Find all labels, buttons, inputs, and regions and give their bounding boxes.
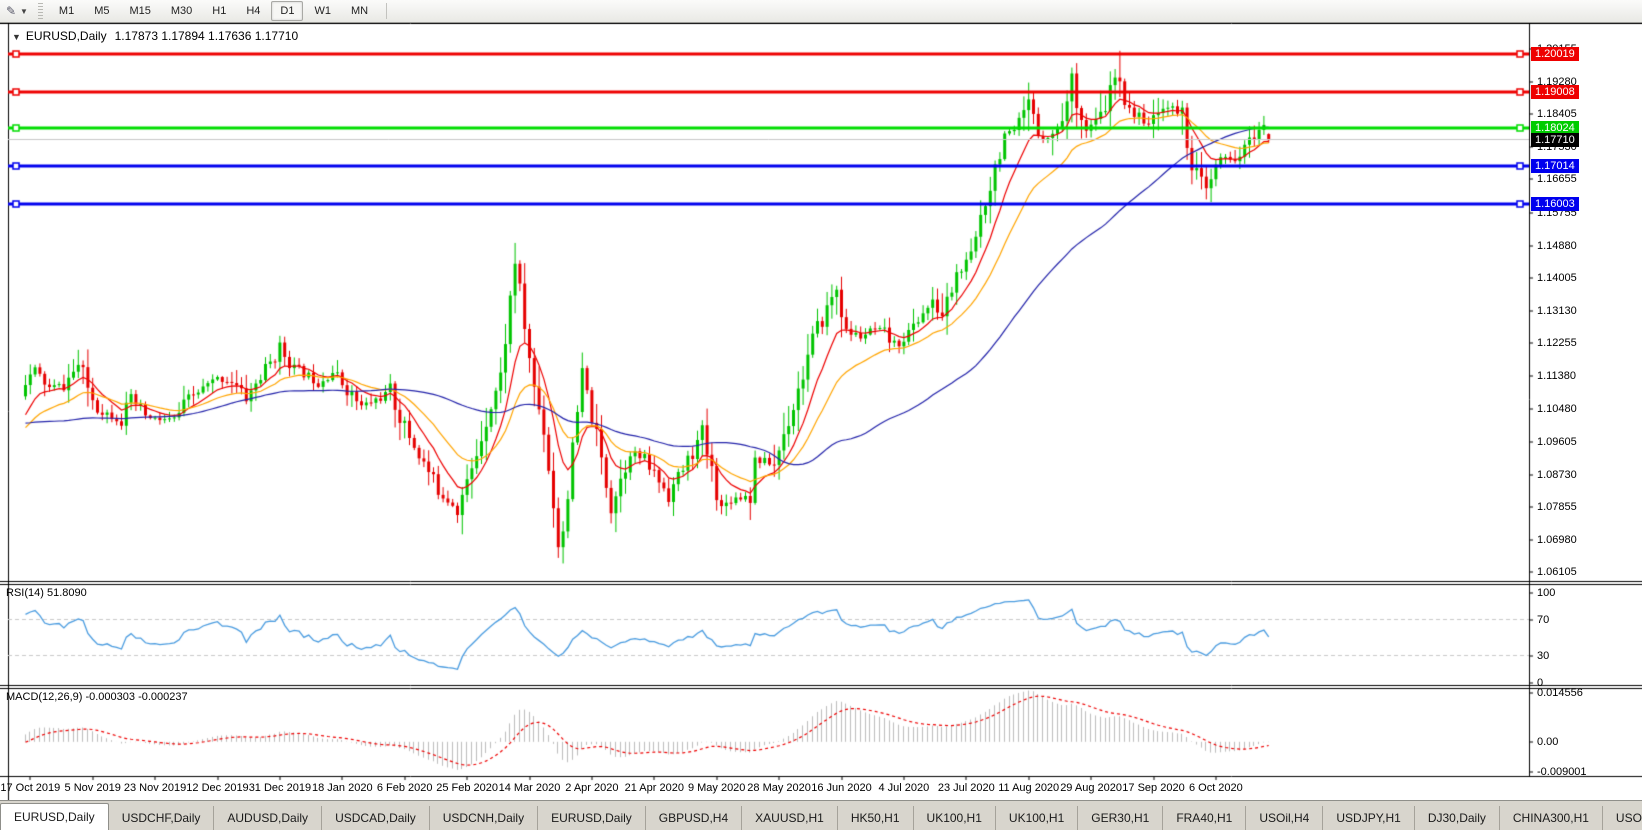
macd-tick-label: -0.009001 bbox=[1537, 766, 1587, 779]
chart-tab-audusd-daily[interactable]: AUDUSD,Daily bbox=[214, 806, 323, 830]
timeframe-button-group: M1 M5 M15 M30 H1 H4 D1 W1 MN bbox=[49, 1, 378, 21]
date-tick-label: 6 Feb 2020 bbox=[376, 782, 433, 794]
price-tick-label: 1.13130 bbox=[1537, 304, 1577, 317]
chart-tab-uk100-h1[interactable]: UK100,H1 bbox=[995, 806, 1079, 830]
toolbar: ✎ ▼ M1 M5 M15 M30 H1 H4 D1 W1 MN bbox=[0, 0, 1642, 23]
price-tick-label: 1.18405 bbox=[1537, 108, 1577, 121]
chart-tab-usdchf-daily[interactable]: USDCHF,Daily bbox=[108, 806, 215, 830]
date-tick-label: 14 Mar 2020 bbox=[498, 782, 561, 794]
timeframe-button-m15[interactable]: M15 bbox=[129, 5, 151, 17]
chart-tab-usdjpy-h1[interactable]: USDJPY,H1 bbox=[1323, 806, 1415, 830]
toolbar-grip-handle[interactable] bbox=[37, 3, 43, 19]
timeframe-button-d1[interactable]: D1 bbox=[271, 1, 304, 21]
price-level-badge: 1.17014 bbox=[1531, 159, 1579, 174]
price-tick-label: 1.06105 bbox=[1537, 566, 1577, 579]
chart-tab-fra40-h1[interactable]: FRA40,H1 bbox=[1163, 806, 1247, 830]
timeframe-button-m5[interactable]: M5 bbox=[94, 5, 110, 17]
chart-tab-xauusd-h1[interactable]: XAUUSD,H1 bbox=[742, 806, 838, 830]
date-tick-label: 21 Apr 2020 bbox=[624, 782, 684, 794]
price-tick-label: 1.14880 bbox=[1537, 239, 1577, 252]
rsi-indicator-label: RSI(14) 51.8090 bbox=[6, 587, 87, 599]
chart-symbol-label: EURUSD,Daily bbox=[25, 29, 107, 43]
rsi-tick-label: 100 bbox=[1537, 587, 1556, 599]
date-tick-label: 4 Jul 2020 bbox=[878, 782, 930, 794]
chart-tab-usdcnh-daily[interactable]: USDCNH,Daily bbox=[429, 806, 539, 830]
date-tick-label: 28 May 2020 bbox=[747, 782, 811, 794]
timeframe-button-m1[interactable]: M1 bbox=[58, 5, 75, 17]
rsi-tick-label: 0 bbox=[1537, 677, 1544, 689]
chart-tab-dj30-daily[interactable]: DJ30,Daily bbox=[1414, 806, 1500, 830]
date-tick-label: 16 Jun 2020 bbox=[811, 782, 872, 794]
tool-dropdown-icon[interactable]: ▼ bbox=[20, 6, 28, 16]
date-tick-label: 23 Jul 2020 bbox=[937, 782, 995, 794]
date-tick-label: 9 May 2020 bbox=[687, 782, 746, 794]
toolbar-divider bbox=[386, 3, 388, 19]
price-tick-label: 1.14005 bbox=[1537, 272, 1577, 285]
timeframe-button-m30[interactable]: M30 bbox=[170, 5, 193, 17]
timeframe-button-mn[interactable]: MN bbox=[350, 5, 369, 17]
chart-tab-china300-h1[interactable]: CHINA300,H1 bbox=[1499, 806, 1603, 830]
timeframe-button-h4[interactable]: H4 bbox=[246, 5, 261, 17]
date-tick-label: 23 Nov 2019 bbox=[123, 782, 187, 794]
price-level-badge: 1.20019 bbox=[1531, 47, 1579, 62]
chart-tabs: EURUSD,Daily USDCHF,Daily AUDUSD,Daily USDC… bbox=[0, 803, 1642, 830]
chart-tab-hk50-h1[interactable]: HK50,H1 bbox=[837, 806, 914, 830]
date-tick-label: 5 Nov 2019 bbox=[64, 782, 121, 794]
draw-tool-icon[interactable]: ✎ bbox=[5, 4, 17, 18]
price-level-badge: 1.18024 bbox=[1531, 121, 1579, 136]
date-tick-label: 17 Sep 2020 bbox=[1122, 782, 1185, 794]
price-level-badge: 1.16003 bbox=[1531, 196, 1579, 211]
price-tick-label: 1.11380 bbox=[1537, 369, 1576, 382]
date-tick-label: 25 Feb 2020 bbox=[436, 782, 498, 794]
date-tick-label: 31 Dec 2019 bbox=[248, 782, 312, 794]
chart-title: ▼ EURUSD,Daily 1.17873 1.17894 1.17636 1.1… bbox=[12, 29, 298, 43]
chart-tab-usdcad-daily[interactable]: USDCAD,Daily bbox=[322, 806, 430, 830]
date-tick-label: 11 Aug 2020 bbox=[998, 782, 1060, 794]
price-level-badge: 1.17710 bbox=[1531, 133, 1579, 148]
chart-tab-usoil-h1[interactable]: USOil,H1 bbox=[1602, 806, 1642, 830]
date-tick-label: 18 Jan 2020 bbox=[312, 782, 373, 794]
price-chart-canvas[interactable] bbox=[0, 23, 1642, 800]
chart-tab-gbpusd-h4[interactable]: GBPUSD,H4 bbox=[645, 806, 743, 830]
chart-tab-usoil-h4[interactable]: USOil,H4 bbox=[1246, 806, 1324, 830]
price-tick-label: 1.19280 bbox=[1537, 75, 1577, 88]
price-tick-label: 1.09605 bbox=[1537, 435, 1577, 448]
rsi-tick-label: 30 bbox=[1537, 650, 1550, 662]
price-level-badge: 1.19008 bbox=[1531, 84, 1579, 99]
chart-tab-eurusd-daily[interactable]: EURUSD,Daily bbox=[0, 803, 109, 830]
price-tick-label: 1.16655 bbox=[1537, 173, 1577, 186]
price-tick-label: 1.10480 bbox=[1537, 403, 1577, 416]
macd-indicator-label: MACD(12,26,9) -0.000303 -0.000237 bbox=[6, 691, 188, 703]
rsi-tick-label: 70 bbox=[1537, 614, 1550, 626]
date-tick-label: 17 Oct 2019 bbox=[0, 782, 61, 794]
timeframe-button-h1[interactable]: H1 bbox=[212, 5, 227, 17]
chart-tab-ger30-h1[interactable]: GER30,H1 bbox=[1078, 806, 1164, 830]
chart-tab-eurusd-daily[interactable]: EURUSD,Daily bbox=[538, 806, 646, 830]
chart-window: ▼ EURUSD,Daily 1.17873 1.17894 1.17636 1.1… bbox=[0, 23, 1642, 800]
price-tick-label: 1.07855 bbox=[1537, 501, 1577, 514]
chart-ohlc-values: 1.17873 1.17894 1.17636 1.17710 bbox=[114, 29, 299, 43]
price-tick-label: 1.06980 bbox=[1537, 533, 1577, 546]
date-tick-label: 12 Dec 2019 bbox=[186, 782, 249, 794]
date-tick-label: 6 Oct 2020 bbox=[1188, 782, 1243, 794]
macd-tick-label: 0.00 bbox=[1537, 735, 1559, 748]
collapse-objects-icon[interactable]: ▼ bbox=[12, 32, 21, 42]
timeframe-button-w1[interactable]: W1 bbox=[314, 5, 331, 17]
price-tick-label: 1.12255 bbox=[1537, 337, 1577, 350]
chart-tab-uk100-h1[interactable]: UK100,H1 bbox=[913, 806, 996, 830]
macd-tick-label: 0.014556 bbox=[1537, 686, 1583, 699]
date-tick-label: 2 Apr 2020 bbox=[565, 782, 619, 794]
chart-tab-bar: EURUSD,Daily USDCHF,Daily AUDUSD,Daily USDC… bbox=[0, 800, 1642, 830]
date-tick-label: 29 Aug 2020 bbox=[1060, 782, 1122, 794]
price-tick-label: 1.08730 bbox=[1537, 468, 1577, 481]
